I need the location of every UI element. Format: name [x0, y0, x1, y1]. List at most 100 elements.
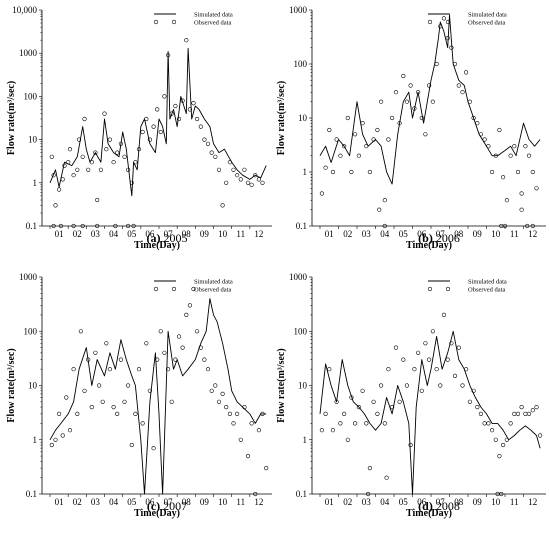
x-tick-label: 06	[417, 497, 427, 507]
observed-point	[397, 399, 402, 404]
observed-point	[71, 367, 76, 372]
observed-point	[126, 383, 131, 388]
x-tick-label: 07	[164, 497, 174, 507]
x-axis-title: Time(Day)	[134, 240, 180, 251]
observed-point	[423, 132, 428, 137]
x-tick-label: 09	[200, 229, 210, 239]
observed-point	[169, 111, 174, 116]
observed-point	[512, 144, 517, 149]
x-tick-label: 02	[73, 497, 82, 507]
observed-point	[364, 421, 369, 426]
observed-point	[95, 223, 100, 229]
x-tick-label: 05	[127, 497, 137, 507]
panel-caption: (c) 2007	[147, 499, 187, 513]
observed-point	[460, 383, 465, 388]
x-tick-label: 09	[473, 229, 483, 239]
observed-point	[264, 466, 269, 471]
observed-point	[408, 83, 413, 88]
x-tick-label: 03	[362, 229, 372, 239]
observed-point	[76, 137, 82, 142]
observed-point	[75, 167, 80, 172]
x-tick-label: 08	[454, 229, 464, 239]
observed-point	[408, 442, 413, 448]
observed-point	[349, 169, 354, 175]
observed-point	[379, 383, 384, 388]
observed-point	[360, 121, 365, 126]
observed-point	[238, 177, 243, 182]
observed-point	[478, 411, 484, 417]
observed-point	[327, 127, 332, 133]
observed-point	[80, 154, 85, 159]
observed-point	[434, 367, 439, 372]
observed-point	[166, 53, 171, 58]
observed-point	[256, 177, 262, 182]
observed-point	[338, 421, 343, 426]
observed-point	[367, 169, 373, 175]
x-tick-label: 04	[380, 497, 390, 507]
x-tick-label: 12	[528, 229, 537, 239]
observed-point	[136, 147, 142, 152]
observed-point	[86, 357, 91, 362]
observed-point	[209, 388, 214, 393]
x-tick-label: 10	[491, 229, 501, 239]
observed-point	[205, 367, 211, 372]
observed-point	[523, 411, 528, 417]
observed-point	[224, 180, 229, 185]
observed-point	[382, 198, 387, 203]
observed-point	[330, 428, 336, 433]
observed-point	[401, 73, 406, 79]
observed-point	[147, 137, 152, 142]
observed-point	[526, 153, 532, 158]
y-tick-label: 0.1	[296, 221, 307, 231]
observed-point	[166, 367, 171, 372]
legend-observed-swatch	[171, 19, 177, 25]
observed-point	[133, 160, 138, 165]
observed-point	[490, 169, 495, 175]
panel-caption-year: 2005	[161, 231, 188, 245]
x-tick-label: 07	[436, 497, 446, 507]
observed-point	[155, 357, 160, 362]
observed-point	[71, 223, 76, 229]
observed-point	[412, 106, 417, 111]
observed-point	[93, 350, 98, 355]
observed-point	[126, 167, 131, 172]
observed-point	[382, 223, 387, 229]
observed-point	[504, 437, 510, 442]
observed-point	[430, 99, 436, 104]
observed-point	[53, 437, 58, 442]
observed-point	[158, 129, 163, 135]
observed-point	[102, 111, 107, 116]
observed-point	[515, 169, 521, 175]
x-tick-label: 12	[254, 497, 263, 507]
observed-point	[501, 175, 506, 180]
observed-point	[441, 16, 447, 21]
observed-point	[508, 153, 513, 158]
observed-point	[115, 411, 120, 417]
simulated-series-line	[319, 14, 541, 185]
observed-point	[334, 399, 339, 404]
observed-point	[249, 182, 254, 187]
observed-point	[235, 411, 240, 417]
y-tick-label: 0.1	[26, 489, 37, 499]
observed-point	[184, 312, 189, 318]
observed-point	[115, 150, 120, 155]
observed-point	[501, 442, 506, 448]
observed-point	[534, 405, 539, 410]
panel-caption: (a) 2005	[147, 231, 188, 245]
x-tick-label: 11	[510, 229, 519, 239]
observed-point	[471, 388, 476, 393]
panel-d-2008: 0.1 1 10 100 1000 01 02 03 04 05 06 07 08 09 10 11 12 Tim…	[276, 272, 546, 519]
x-tick-label: 03	[91, 229, 101, 239]
observed-point	[342, 411, 347, 417]
observed-point	[430, 329, 436, 334]
observed-point	[478, 132, 484, 137]
y-tick-label: 10	[28, 135, 38, 145]
x-tick-label: 12	[254, 229, 263, 239]
observed-point	[51, 223, 56, 229]
observed-point	[530, 408, 535, 413]
observed-point	[530, 169, 535, 175]
panel-a-2005: 0.1 1 10 100 1000 10,000 01 02 03 04 05 06 07 08 09 10 1…	[6, 5, 272, 251]
observed-point	[249, 421, 254, 426]
observed-point	[419, 388, 424, 393]
observed-point	[162, 94, 167, 99]
